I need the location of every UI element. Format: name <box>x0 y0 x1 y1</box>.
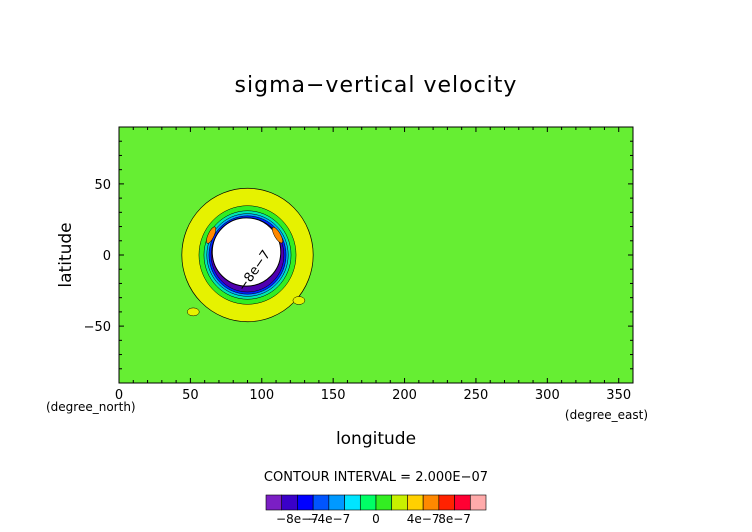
y-tick-label: −50 <box>84 320 111 335</box>
y-axis-label: latitude <box>56 222 76 287</box>
x-tick-label: 350 <box>606 388 631 403</box>
colorbar-swatch <box>438 494 455 511</box>
colorbar-tick-label: 8e−7 <box>438 512 471 526</box>
colorbar-tick-label: −4e−7 <box>307 512 350 526</box>
colorbar-swatch <box>375 494 393 511</box>
colorbar-swatch <box>407 494 424 511</box>
x-tick-label: 0 <box>115 388 123 403</box>
x-tick-label: 300 <box>535 388 560 403</box>
chart-title: sigma−vertical velocity <box>235 73 518 98</box>
x-tick-label: 250 <box>464 388 489 403</box>
colorbar-labels: −8e−7−4e−7 0 4e−78e−7 <box>276 512 471 526</box>
colorbar-swatch <box>328 494 345 511</box>
contour-spot <box>186 307 200 317</box>
colorbar <box>265 494 487 511</box>
x-axis-label: longitude <box>336 429 416 449</box>
x-tick-label: 200 <box>392 388 417 403</box>
x-tick-label: 100 <box>249 388 274 403</box>
colorbar-tick-label: −8e−7 <box>276 512 319 526</box>
colorbar-swatch <box>281 494 298 511</box>
colorbar-swatch <box>344 494 361 511</box>
contour-blob <box>206 226 217 244</box>
colorbar-swatch <box>469 494 487 511</box>
colorbar-swatch <box>265 494 283 511</box>
colorbar-swatch <box>391 494 408 511</box>
colorbar-swatch <box>359 494 377 511</box>
x-tick-label: 50 <box>182 388 199 403</box>
x-tick-label: 150 <box>321 388 346 403</box>
contour-interval-text: CONTOUR INTERVAL = 2.000E−07 <box>264 470 488 485</box>
colorbar-swatch <box>454 494 471 511</box>
colorbar-tick-label: 4e−7 <box>407 512 440 526</box>
x-unit-label: (degree_east) <box>565 408 648 422</box>
contour-blob <box>272 226 283 244</box>
colorbar-swatch <box>312 494 330 511</box>
colorbar-swatch <box>422 494 440 511</box>
contour-spot <box>292 296 306 305</box>
colorbar-swatch <box>297 494 314 511</box>
plot-area: −8e−7 0 50 100 150 200 250 300 350 50 0 −50 <box>84 126 634 403</box>
y-tick-label: 0 <box>103 249 111 264</box>
contour-field: −8e−7 <box>181 187 314 323</box>
y-axis: 50 0 −50 <box>84 140 633 370</box>
y-tick-label: 50 <box>94 178 111 193</box>
y-unit-label: (degree_north) <box>46 400 136 414</box>
colorbar-tick-label: 0 <box>372 512 380 526</box>
x-axis: 0 50 100 150 200 250 300 350 <box>115 127 631 403</box>
contour-core <box>211 217 282 287</box>
